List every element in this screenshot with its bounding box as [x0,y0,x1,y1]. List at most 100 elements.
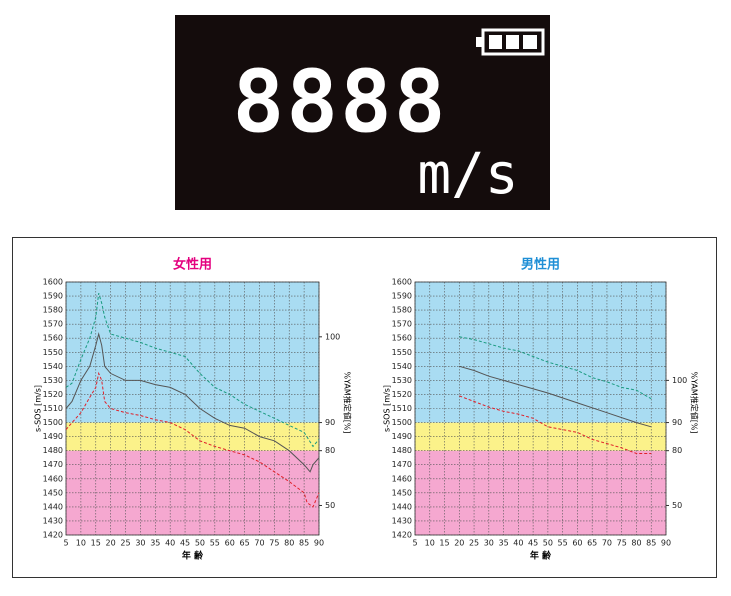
y-tick-label: 1460 [43,474,63,483]
y-tick-label: 1550 [392,348,412,357]
battery-icon [476,28,545,56]
x-tick-label: 25 [469,539,479,548]
y2-tick-label: 90 [672,418,682,427]
x-tick-label: 65 [587,539,597,548]
y2-tick-label: 80 [325,446,335,455]
y-tick-label: 1520 [392,390,412,399]
y2-tick-label: 100 [325,332,340,341]
y-axis-label: s-SOS [m/s] [34,385,43,432]
x-tick-label: 15 [439,539,449,548]
x-tick-label: 25 [120,539,130,548]
y-tick-label: 1530 [43,376,63,385]
y-tick-label: 1500 [392,418,412,427]
x-tick-label: 20 [454,539,464,548]
y-tick-label: 1420 [392,531,412,540]
y-tick-label: 1470 [43,460,63,469]
reading: 8888 [232,52,447,152]
y-tick-label: 1450 [43,488,63,497]
y-tick-label: 1440 [43,502,63,511]
x-tick-label: 60 [225,539,235,548]
x-tick-label: 70 [254,539,264,548]
y-tick-label: 1580 [392,306,412,315]
x-tick-label: 75 [617,539,627,548]
y-tick-label: 1600 [43,278,63,287]
x-tick-label: 30 [135,539,145,548]
x-tick-label: 50 [195,539,205,548]
x-tick-label: 45 [528,539,538,548]
y2-tick-label: 100 [672,376,687,385]
chart-title: 男性用 [521,257,560,273]
x-axis-label: 年 齢 [182,550,204,562]
x-tick-label: 15 [91,539,101,548]
plot-frame [414,281,667,536]
x-tick-label: 85 [646,539,656,548]
x-tick-label: 80 [631,539,641,548]
chart-title: 女性用 [173,257,212,273]
x-tick-label: 35 [498,539,508,548]
y-tick-label: 1550 [43,348,63,357]
y-tick-label: 1580 [43,306,63,315]
x-tick-label: 85 [299,539,309,548]
x-tick-label: 5 [63,539,68,548]
y2-tick-label: 80 [672,446,682,455]
y2-axis-label: %YAM推定値[%] [690,372,700,434]
y-tick-label: 1570 [392,320,412,329]
band [415,422,666,451]
x-tick-label: 75 [269,539,279,548]
x-tick-label: 60 [572,539,582,548]
y-tick-label: 1590 [43,292,63,301]
series-line [459,395,652,454]
band [415,450,666,535]
y-tick-label: 1440 [392,502,412,511]
y-tick-label: 1420 [43,531,63,540]
y-tick-label: 1520 [43,390,63,399]
x-tick-label: 40 [165,539,175,548]
y-tick-label: 1560 [392,334,412,343]
x-tick-label: 45 [180,539,190,548]
y-tick-label: 1500 [43,418,63,427]
series-line [65,371,320,508]
x-tick-label: 50 [543,539,553,548]
y-tick-label: 1540 [43,362,63,371]
y-tick-label: 1460 [392,474,412,483]
y-tick-label: 1470 [392,460,412,469]
x-tick-label: 80 [284,539,294,548]
x-tick-label: 55 [210,539,220,548]
series-line [459,365,652,428]
y-tick-label: 1430 [43,516,63,525]
series-line [459,336,652,400]
x-tick-label: 30 [484,539,494,548]
x-tick-label: 55 [558,539,568,548]
y2-tick-label: 50 [325,501,335,510]
x-tick-label: 40 [513,539,523,548]
x-tick-label: 10 [425,539,435,548]
lcd-display [175,15,550,210]
y-tick-label: 1530 [392,376,412,385]
y-axis-label: s-SOS [m/s] [383,385,392,432]
x-axis-label: 年 齢 [530,550,552,562]
y-tick-label: 1490 [392,432,412,441]
series-line [65,293,320,448]
x-tick-label: 5 [412,539,417,548]
x-tick-label: 10 [76,539,86,548]
x-tick-label: 90 [314,539,324,548]
y-tick-label: 1600 [392,278,412,287]
y2-tick-label: 50 [672,501,682,510]
y2-tick-label: 90 [325,418,335,427]
band [415,282,666,423]
y-tick-label: 1510 [392,404,412,413]
y-tick-label: 1510 [43,404,63,413]
y-tick-label: 1570 [43,320,63,329]
x-tick-label: 35 [150,539,160,548]
y-tick-label: 1480 [43,446,63,455]
unit: m/s [417,142,518,207]
y-tick-label: 1540 [392,362,412,371]
x-tick-label: 20 [106,539,116,548]
series-line [65,332,320,473]
y-tick-label: 1590 [392,292,412,301]
y-tick-label: 1450 [392,488,412,497]
x-tick-label: 70 [602,539,612,548]
y-tick-label: 1480 [392,446,412,455]
y-tick-label: 1430 [392,516,412,525]
